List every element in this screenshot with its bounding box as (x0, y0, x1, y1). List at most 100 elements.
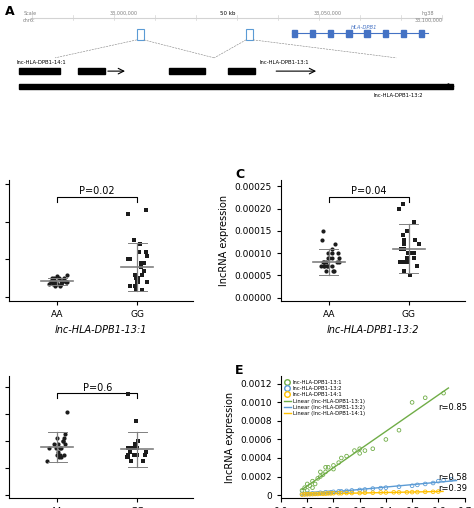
Point (143, 251, 151, 260)
Point (421, 394, 429, 402)
Text: E: E (235, 364, 244, 377)
Point (429, 479, 437, 487)
Point (54, 280, 61, 288)
Point (63, 407, 71, 416)
Point (403, 253, 411, 262)
Point (408, 398, 416, 406)
Bar (246, 29, 253, 40)
Point (59, 437, 67, 445)
Legend: lnc-HLA-DPB1-13:1, lnc-HLA-DPB1-13:2, lnc-HLA-DPB1-14:1, Linear (lnc-HLA-DPB1-13: lnc-HLA-DPB1-13:1, lnc-HLA-DPB1-13:2, ln… (283, 379, 365, 417)
Point (59, 437, 67, 445)
Point (330, 461, 337, 469)
Point (343, 452, 350, 460)
Text: 33,000,000: 33,000,000 (109, 11, 137, 16)
Point (322, 488, 329, 496)
Point (411, 236, 419, 244)
Point (133, 417, 140, 425)
Text: chr6:: chr6: (23, 18, 36, 23)
Point (52, 444, 59, 452)
Point (138, 271, 146, 279)
Point (382, 484, 390, 492)
Bar (383, 30, 388, 37)
Text: A: A (5, 5, 15, 18)
Point (51, 274, 58, 282)
Point (309, 484, 316, 492)
Text: lnc-HLA-DPB1-13:1: lnc-HLA-DPB1-13:1 (260, 60, 310, 66)
Point (51, 278, 58, 287)
Point (403, 488, 410, 496)
Point (328, 253, 336, 262)
Point (322, 490, 329, 498)
Point (126, 448, 134, 456)
Point (317, 489, 324, 497)
Point (369, 485, 376, 493)
Point (56, 282, 64, 290)
Point (335, 487, 343, 495)
Point (324, 263, 331, 271)
Point (56, 444, 64, 452)
Point (54, 272, 61, 280)
Point (410, 249, 418, 257)
Point (400, 200, 407, 208)
Point (324, 489, 332, 497)
Point (322, 258, 329, 266)
Point (142, 206, 149, 214)
Point (301, 490, 309, 498)
Point (55, 453, 63, 461)
Point (319, 470, 327, 479)
Point (134, 278, 142, 287)
Point (421, 480, 429, 488)
Point (317, 472, 324, 481)
Text: r=0.39: r=0.39 (438, 484, 467, 493)
Point (309, 490, 316, 498)
Point (435, 477, 442, 485)
Point (133, 278, 140, 287)
Point (50, 277, 58, 285)
Point (330, 465, 337, 473)
Point (301, 484, 309, 492)
Point (56, 451, 64, 459)
Point (47, 277, 55, 285)
Point (410, 218, 418, 226)
Point (405, 258, 412, 266)
Point (53, 434, 61, 442)
Bar (346, 30, 352, 37)
Point (395, 483, 403, 491)
Point (328, 263, 336, 271)
Point (334, 258, 341, 266)
Point (337, 454, 345, 462)
Point (332, 240, 339, 248)
Text: P=0.02: P=0.02 (80, 186, 115, 196)
Point (57, 277, 65, 285)
Point (45, 444, 52, 452)
Y-axis label: lncRNA expression: lncRNA expression (219, 195, 229, 286)
Point (324, 263, 332, 271)
Point (301, 490, 309, 498)
Point (317, 490, 324, 498)
Point (125, 256, 132, 264)
Point (62, 440, 69, 448)
Point (61, 277, 68, 285)
Point (356, 489, 364, 497)
Point (142, 248, 149, 256)
Point (49, 278, 57, 287)
Text: P=0.6: P=0.6 (82, 383, 112, 393)
Point (131, 451, 138, 459)
Point (348, 489, 356, 497)
Point (314, 489, 321, 497)
Point (408, 488, 416, 496)
Point (51, 282, 59, 290)
Point (421, 488, 429, 496)
Point (54, 448, 61, 456)
Point (143, 278, 151, 287)
Point (55, 440, 62, 448)
Point (409, 249, 417, 257)
Point (377, 484, 384, 492)
Point (330, 488, 337, 496)
Point (47, 278, 55, 287)
Point (440, 476, 447, 484)
Point (348, 486, 356, 494)
Point (57, 453, 64, 461)
Point (58, 277, 66, 285)
Point (64, 278, 71, 287)
